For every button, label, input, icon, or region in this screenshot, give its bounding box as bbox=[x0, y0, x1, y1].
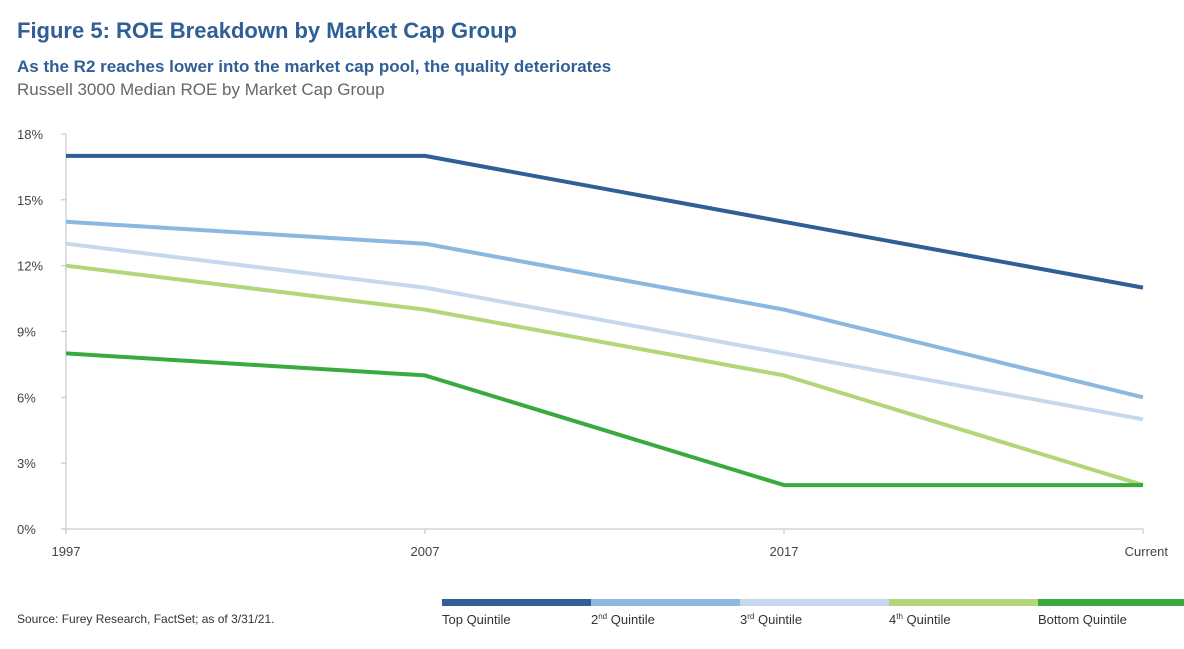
legend-swatch bbox=[889, 599, 1038, 606]
legend-swatch bbox=[740, 599, 889, 606]
x-tick-label: 2007 bbox=[411, 544, 440, 559]
series-line bbox=[65, 263, 1144, 488]
y-tick-label: 9% bbox=[17, 325, 36, 340]
y-tick-label: 15% bbox=[17, 193, 43, 208]
x-axis: 1997 2007 2017 Current bbox=[52, 528, 1169, 559]
legend-item: 3rd Quintile bbox=[740, 599, 889, 629]
x-tick-label: Current bbox=[1125, 544, 1169, 559]
y-tick-label: 6% bbox=[17, 390, 36, 405]
legend-swatch bbox=[1038, 599, 1184, 606]
legend-swatch bbox=[442, 599, 591, 606]
legend-label: Bottom Quintile bbox=[1038, 612, 1127, 627]
series-line bbox=[66, 153, 1144, 290]
legend-label: Top Quintile bbox=[442, 612, 511, 627]
y-tick-label: 0% bbox=[17, 522, 36, 537]
legend-swatch bbox=[591, 599, 740, 606]
legend-label: 3rd Quintile bbox=[740, 612, 803, 627]
legend-item: 2nd Quintile bbox=[591, 599, 740, 629]
y-axis: 0% 3% 6% 9% 12% 15% 18% bbox=[17, 127, 67, 537]
y-tick-label: 3% bbox=[17, 456, 36, 471]
series-line bbox=[65, 241, 1144, 422]
source-note: Source: Furey Research, FactSet; as of 3… bbox=[17, 612, 275, 626]
legend-label: 4th Quintile bbox=[889, 612, 951, 627]
chart-subtitle: As the R2 reaches lower into the market … bbox=[17, 57, 612, 76]
legend-item: Top Quintile bbox=[442, 599, 591, 629]
x-tick-label: 1997 bbox=[52, 544, 81, 559]
series-line bbox=[65, 219, 1144, 400]
chart-title: Figure 5: ROE Breakdown by Market Cap Gr… bbox=[17, 18, 517, 43]
series-lines bbox=[65, 153, 1144, 488]
legend-item: Bottom Quintile bbox=[1038, 599, 1184, 629]
chart-caption: Russell 3000 Median ROE by Market Cap Gr… bbox=[17, 80, 385, 99]
y-tick-label: 12% bbox=[17, 259, 43, 274]
series-line bbox=[65, 351, 1143, 488]
legend-label: 2nd Quintile bbox=[591, 612, 655, 627]
legend-item: 4th Quintile bbox=[889, 599, 1038, 629]
legend: Top Quintile 2nd Quintile 3rd Quintile 4th … bbox=[442, 599, 1184, 629]
y-tick-label: 18% bbox=[17, 127, 43, 142]
x-tick-label: 2017 bbox=[770, 544, 799, 559]
